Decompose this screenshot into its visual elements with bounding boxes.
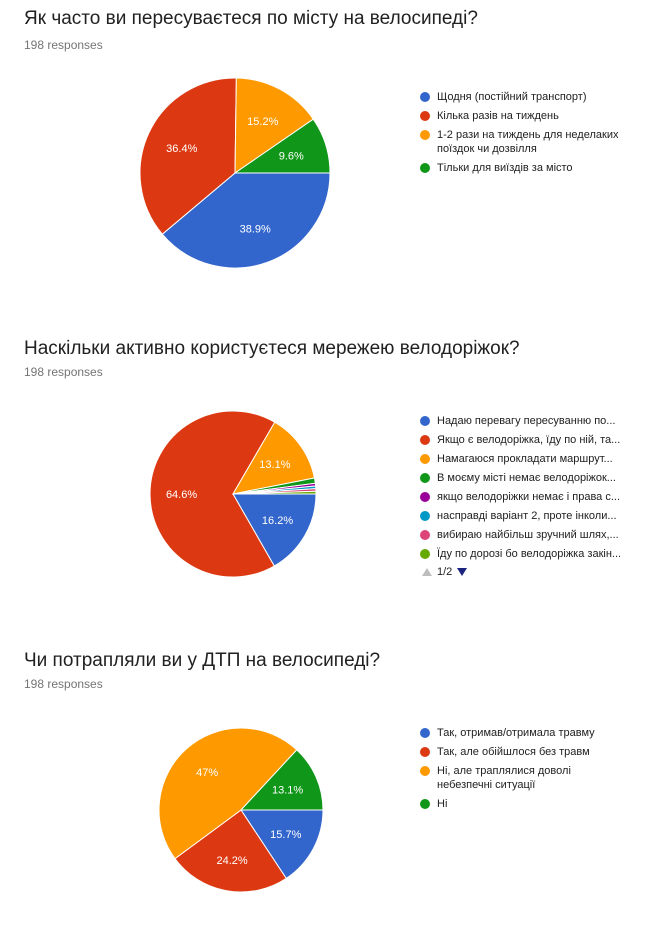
legend-item[interactable]: насправді варіант 2, проте інколи... — [420, 509, 650, 523]
question-1-title: Як часто ви пересуваєтеся по місту на ве… — [24, 8, 478, 29]
legend-label: Так, отримав/отримала травму — [437, 727, 595, 739]
legend-item[interactable]: Так, але обійшлося без травм — [420, 745, 650, 759]
legend-item[interactable]: Ні — [420, 797, 650, 811]
legend-label: Ні — [437, 798, 448, 810]
pie-slice[interactable] — [158, 727, 298, 860]
legend-item[interactable]: вибираю найбільш зручний шлях,... — [420, 528, 650, 542]
legend-pager: 1/2 — [422, 566, 468, 578]
question-1-responses: 198 responses — [24, 38, 103, 52]
question-3-responses: 198 responses — [24, 677, 103, 691]
slice-data-label: 64.6% — [166, 489, 197, 501]
slice-data-label: 16.2% — [262, 515, 293, 527]
slice-data-label: 15.2% — [247, 116, 278, 128]
legend-label: вибираю найбільш зручний шлях,... — [437, 529, 619, 541]
legend-swatch — [420, 492, 430, 502]
pie-slice[interactable] — [233, 118, 331, 174]
legend-item[interactable]: Ні, але траплялися доволі небезпечні сит… — [420, 764, 650, 792]
pie-slice[interactable] — [161, 172, 331, 269]
legend-2: Надаю перевагу пересуванню по... Якщо є … — [420, 414, 650, 566]
legend-label: насправді варіант 2, проте інколи... — [437, 510, 617, 522]
legend-swatch — [420, 130, 430, 140]
next-page-icon[interactable] — [457, 568, 468, 576]
slice-data-label: 38.9% — [240, 223, 271, 235]
slice-data-label: 15.7% — [270, 829, 301, 841]
question-3-title: Чи потрапляли ви у ДТП на велосипеді? — [24, 650, 381, 671]
legend-swatch — [420, 511, 430, 521]
question-2-responses: 198 responses — [24, 365, 103, 379]
legend-swatch — [420, 766, 430, 776]
legend-1: Щодня (постійний транспорт) Кілька разів… — [420, 90, 650, 180]
pie-chart-1: 38.9% 36.4% 15.2% 9.6% — [139, 77, 331, 269]
pie-slice[interactable] — [149, 410, 276, 578]
pie-chart-3: 15.7% 24.2% 47% 13.1% — [158, 727, 324, 893]
legend-label: Якщо є велодоріжка, їду по ній, та... — [437, 434, 621, 446]
legend-swatch — [420, 92, 430, 102]
pie-slice[interactable] — [240, 809, 324, 880]
legend-swatch — [420, 549, 430, 559]
pie-chart-2: 16.2% 64.6% 13.1% — [149, 410, 317, 578]
legend-swatch — [420, 163, 430, 173]
legend-label: якщо велодоріжки немає і права с... — [437, 491, 621, 503]
pie-slice[interactable] — [232, 490, 317, 495]
pie-slice[interactable] — [239, 749, 324, 811]
pie-slice[interactable] — [232, 421, 316, 495]
legend-item[interactable]: Надаю перевагу пересуванню по... — [420, 414, 650, 428]
question-2-title: Наскільки активно користуєтеся мережею в… — [24, 338, 520, 359]
legend-swatch — [420, 747, 430, 757]
legend-swatch — [420, 111, 430, 121]
legend-swatch — [420, 473, 430, 483]
legend-3: Так, отримав/отримала травму Так, але об… — [420, 726, 650, 816]
legend-label: В моєму місті немає велодоріжок... — [437, 472, 616, 484]
legend-label: Надаю перевагу пересуванню по... — [437, 415, 616, 427]
legend-item[interactable]: Щодня (постійний транспорт) — [420, 90, 650, 104]
legend-label: Намагаюся прокладати маршрут... — [437, 453, 613, 465]
legend-item[interactable]: Так, отримав/отримала травму — [420, 726, 650, 740]
legend-label: 1-2 рази на тиждень для неделаких поїздо… — [437, 129, 619, 155]
legend-label: Тільки для виїздів за місто — [437, 162, 573, 174]
legend-item[interactable]: якщо велодоріжки немає і права с... — [420, 490, 650, 504]
legend-label: Кілька разів на тиждень — [437, 110, 559, 122]
legend-label: Так, але обійшлося без травм — [437, 746, 590, 758]
legend-item[interactable]: В моєму місті немає велодоріжок... — [420, 471, 650, 485]
legend-label: Ні, але траплялися доволі небезпечні сит… — [437, 765, 571, 791]
legend-item[interactable]: Тільки для виїздів за місто — [420, 161, 650, 175]
legend-swatch — [420, 416, 430, 426]
slice-data-label: 36.4% — [166, 143, 197, 155]
legend-item[interactable]: Їду по дорозі бо велодоріжка закін... — [420, 547, 650, 561]
legend-item[interactable]: Якщо є велодоріжка, їду по ній, та... — [420, 433, 650, 447]
pie-slice[interactable] — [232, 493, 317, 567]
pie-slice[interactable] — [234, 77, 314, 174]
page-indicator: 1/2 — [437, 566, 453, 578]
legend-swatch — [420, 454, 430, 464]
legend-item[interactable]: Кілька разів на тиждень — [420, 109, 650, 123]
pie-slice[interactable] — [174, 809, 287, 893]
legend-swatch — [420, 435, 430, 445]
previous-page-icon[interactable] — [422, 568, 432, 576]
legend-swatch — [420, 530, 430, 540]
legend-label: Їду по дорозі бо велодоріжка закін... — [437, 548, 622, 560]
slice-data-label: 13.1% — [259, 459, 290, 471]
slice-data-label: 24.2% — [217, 855, 248, 867]
legend-label: Щодня (постійний транспорт) — [437, 91, 587, 103]
legend-item[interactable]: 1-2 рази на тиждень для неделаких поїздо… — [420, 128, 650, 156]
pie-slice[interactable] — [139, 77, 237, 235]
legend-item[interactable]: Намагаюся прокладати маршрут... — [420, 452, 650, 466]
slice-data-label: 13.1% — [272, 785, 303, 797]
slice-data-label: 47% — [196, 767, 218, 779]
legend-swatch — [420, 799, 430, 809]
legend-swatch — [420, 728, 430, 738]
slice-data-label: 9.6% — [279, 151, 304, 163]
